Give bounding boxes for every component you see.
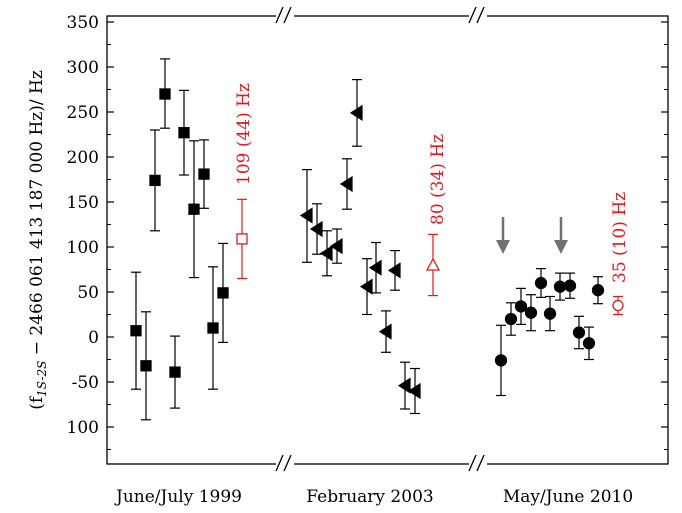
data-point-triangle — [339, 175, 353, 193]
axis-break-2003-2010 — [468, 6, 487, 472]
y-tick-label: 50 — [77, 283, 99, 303]
data-point-triangle — [329, 238, 343, 255]
average-point-triangle — [425, 257, 441, 271]
series-triangle-left — [299, 78, 421, 415]
y-axis-label-prefix: (f — [27, 395, 47, 410]
average-open-circle — [612, 295, 624, 316]
data-point-square — [188, 203, 200, 215]
data-point-square — [159, 88, 171, 100]
average-values — [236, 198, 624, 316]
average-label-1999: 109 (44) Hz — [234, 83, 254, 185]
data-point-square — [140, 360, 152, 372]
data-point-circle — [534, 276, 548, 290]
data-point-circle — [572, 326, 586, 339]
y-tick-label: 250 — [67, 103, 99, 123]
average-open-square — [236, 198, 248, 280]
data-point-circle — [494, 354, 508, 367]
data-point-triangle — [299, 207, 313, 224]
data-point-square — [217, 287, 229, 299]
series-square — [130, 58, 229, 421]
data-point-square — [178, 127, 190, 139]
y-tick-label: 150 — [67, 193, 99, 213]
data-point-triangle — [378, 323, 392, 340]
down-arrow-icon — [496, 217, 510, 254]
data-point-circle — [524, 306, 538, 319]
data-point-square — [149, 174, 161, 187]
y-tick-label: -50 — [72, 373, 99, 393]
average-point-square — [236, 233, 248, 245]
down-arrow-icon — [554, 217, 568, 254]
y-tick-label: 300 — [67, 58, 99, 78]
y-axis-label-suffix: − 2466 061 413 187 000 Hz)/ Hz — [27, 70, 47, 360]
data-point-square — [198, 168, 210, 180]
series-circle — [494, 268, 605, 397]
data-point-triangle — [309, 220, 323, 238]
y-axis-label: (f1S-2S − 2466 061 413 187 000 Hz)/ Hz — [27, 70, 49, 410]
data-point-triangle — [359, 278, 373, 295]
data-point-triangle — [397, 377, 411, 394]
data-point-circle — [504, 312, 518, 326]
data-point-triangle — [387, 262, 401, 279]
plot-frame — [106, 15, 669, 465]
data-point-triangle — [368, 259, 382, 276]
category-label-2010: May/June 2010 — [503, 487, 633, 507]
data-point-circle — [553, 280, 567, 293]
y-tick-label: 200 — [67, 148, 99, 168]
y-axis-ticks: 100 -50 0 50 100 150 200 250 300 350 — [67, 13, 668, 450]
data-point-triangle — [319, 245, 333, 262]
category-label-1999: June/July 1999 — [114, 487, 242, 507]
average-open-triangle — [425, 233, 441, 297]
y-axis-label-subscript: 1S-2S — [35, 361, 49, 397]
data-point-circle — [514, 300, 528, 313]
average-label-2010: 35 (10) Hz — [610, 192, 630, 283]
data-point-circle — [591, 284, 605, 297]
data-point-square — [207, 322, 219, 334]
average-label-2003: 80 (34) Hz — [428, 134, 448, 225]
data-point-circle — [543, 307, 557, 320]
data-point-triangle — [349, 104, 363, 121]
data-point-square — [130, 325, 142, 337]
y-tick-label: 100 — [67, 238, 99, 258]
y-tick-label: 0 — [88, 328, 99, 348]
data-point-circle — [582, 337, 596, 350]
average-point-circle — [612, 299, 624, 312]
data-series — [130, 58, 605, 421]
y-tick-label: 100 — [67, 418, 99, 438]
data-point-circle — [563, 279, 577, 292]
data-point-triangle — [407, 382, 421, 400]
data-point-square — [169, 366, 181, 378]
axis-break-1999-2003 — [275, 6, 294, 472]
y-tick-label: 350 — [67, 13, 99, 33]
category-label-2003: February 2003 — [306, 487, 433, 507]
